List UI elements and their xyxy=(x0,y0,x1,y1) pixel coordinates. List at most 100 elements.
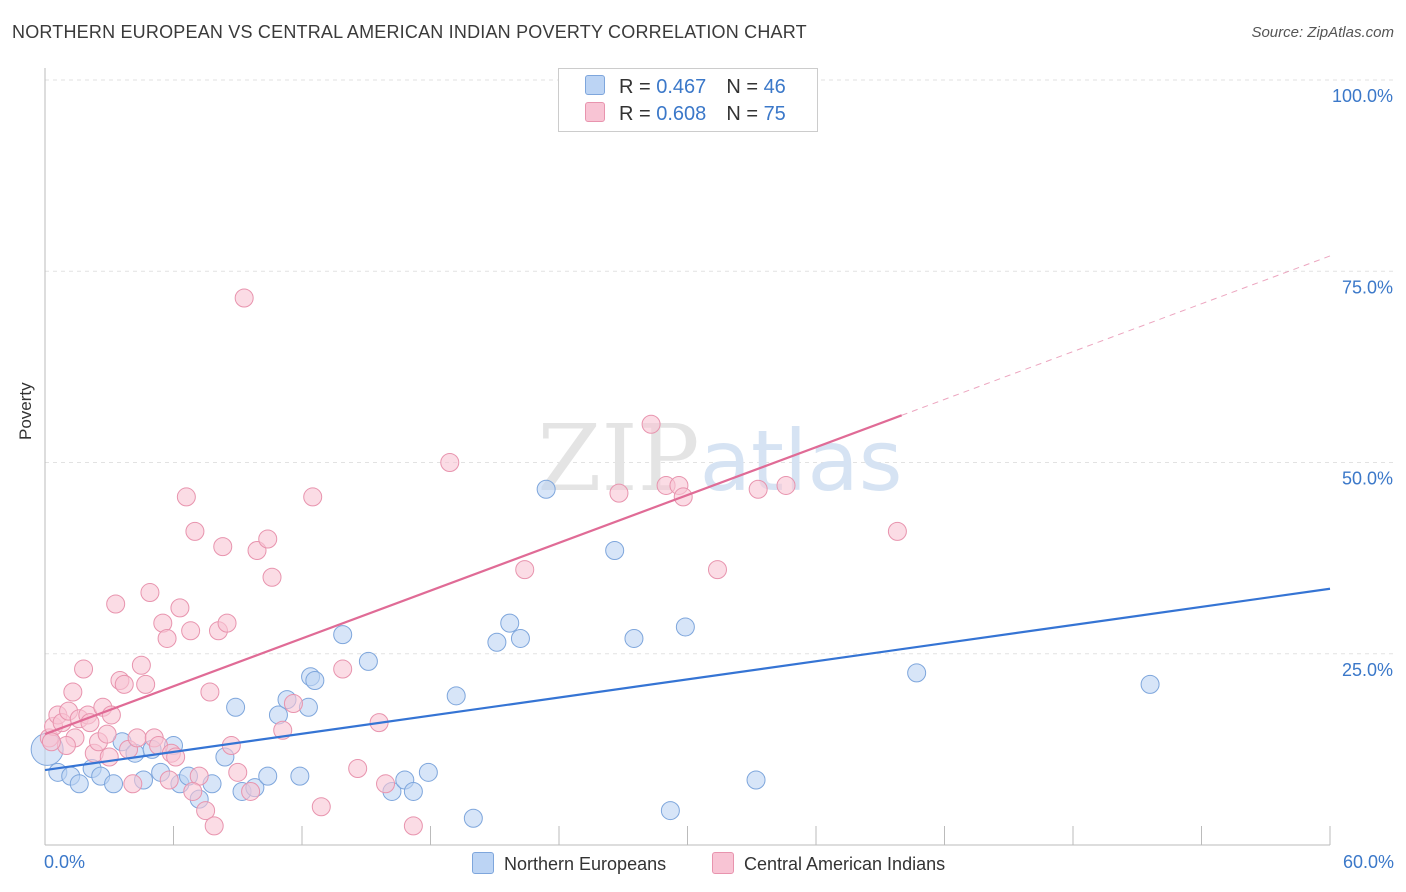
watermark: ZIPatlas xyxy=(537,405,902,512)
central-american-indians-point xyxy=(114,674,134,694)
central-american-indians-point xyxy=(403,816,423,836)
northern-europeans-point xyxy=(907,663,927,683)
central-american-indians-point xyxy=(181,621,201,641)
central-american-indians-point xyxy=(157,628,177,648)
pink-swatch-icon xyxy=(585,102,605,122)
northern-europeans-point xyxy=(226,697,246,717)
central-american-indians-point xyxy=(140,583,160,603)
y-tick-label: 50.0% xyxy=(1342,469,1393,489)
northern-europeans-point xyxy=(333,625,353,645)
central-american-indians-point xyxy=(283,693,303,713)
central-american-indians-point xyxy=(74,659,94,679)
legend-r-value: 0.467 xyxy=(656,76,707,98)
northern-europeans-point xyxy=(624,628,644,648)
central-american-indians-point xyxy=(183,781,203,801)
northern-europeans-point xyxy=(403,781,423,801)
northern-europeans-point xyxy=(500,613,520,633)
central-american-indians-point xyxy=(41,732,61,752)
northern-europeans-point xyxy=(446,686,466,706)
bottom-legend-label: Northern Europeans xyxy=(504,854,667,874)
northern-europeans-point xyxy=(536,479,556,499)
central-american-indians-point xyxy=(440,453,460,472)
legend-n-value: 46 xyxy=(763,76,786,98)
central-american-indians-point xyxy=(776,475,796,495)
legend-row-blue: R = 0.467 N = 46 xyxy=(585,75,786,99)
northern-europeans-point xyxy=(605,540,625,560)
central-american-indians-point xyxy=(303,487,323,507)
central-american-indians-point xyxy=(641,414,661,434)
blue-swatch-icon xyxy=(585,75,605,95)
central-american-indians-point xyxy=(707,560,727,580)
central-american-indians-point xyxy=(241,781,261,801)
legend-r-label: R = xyxy=(619,103,657,125)
central-american-indians-point xyxy=(200,682,220,702)
central-american-indians-point xyxy=(258,529,278,549)
central-american-indians-point xyxy=(127,728,147,748)
central-american-indians-point xyxy=(63,682,83,702)
central-american-indians-point xyxy=(609,483,629,503)
y-tick-label: 25.0% xyxy=(1342,660,1393,680)
northern-europeans-point xyxy=(746,770,766,790)
chart-title: NORTHERN EUROPEAN VS CENTRAL AMERICAN IN… xyxy=(12,22,807,42)
source-label: Source: ZipAtlas.com xyxy=(1251,24,1394,41)
central-american-indians-point xyxy=(348,759,368,778)
northern-europeans-point xyxy=(510,628,530,648)
bottom-legend-blue: Northern Europeans xyxy=(472,852,666,875)
central-american-indians-trend-line xyxy=(44,414,903,736)
legend-n-label: N = xyxy=(726,76,764,98)
trend-lines xyxy=(44,255,1331,772)
northern-europeans-point xyxy=(69,774,89,794)
x-tick-min: 0.0% xyxy=(44,852,86,872)
northern-europeans-point xyxy=(358,651,378,671)
northern-europeans-point xyxy=(463,808,483,828)
central-american-indians-point xyxy=(217,613,237,633)
central-american-indians-point xyxy=(97,724,117,744)
central-american-indians-point xyxy=(748,479,768,499)
central-american-indians-point xyxy=(170,598,190,618)
central-american-indians-point xyxy=(213,537,233,557)
bottom-legend-pink: Central American Indians xyxy=(712,852,945,875)
pink-swatch-icon xyxy=(712,852,734,874)
central-american-indians-point xyxy=(311,797,331,817)
northern-europeans-point xyxy=(258,766,278,786)
legend-n-label: N = xyxy=(726,103,764,125)
legend-n-value: 75 xyxy=(763,103,786,125)
northern-europeans-trend-line xyxy=(44,587,1331,772)
northern-europeans-point xyxy=(675,617,695,637)
northern-europeans-point xyxy=(290,766,310,786)
central-american-indians-point xyxy=(887,521,907,541)
central-american-indians-point xyxy=(176,487,196,507)
northern-europeans-point xyxy=(660,801,680,821)
northern-europeans-point xyxy=(305,671,325,691)
central-american-indians-point xyxy=(376,774,396,794)
blue-swatch-icon xyxy=(472,852,494,874)
x-tick-max: 60.0% xyxy=(1342,852,1394,872)
northern-europeans-point xyxy=(104,774,124,794)
central-american-indians-point xyxy=(159,770,179,790)
central-american-indians-point xyxy=(204,816,224,836)
northern-europeans-point xyxy=(418,762,438,782)
y-tick-label: 75.0% xyxy=(1342,277,1393,297)
central-american-indians-point xyxy=(99,747,119,767)
central-american-indians-point xyxy=(106,594,126,614)
central-american-indians-point xyxy=(131,655,151,675)
central-american-indians-point xyxy=(196,801,216,821)
northern-europeans-point xyxy=(487,632,507,652)
central-american-indians-point xyxy=(136,674,156,694)
y-tick-label: 100.0% xyxy=(1332,86,1393,106)
central-american-indians-point xyxy=(185,521,205,541)
central-american-indians-point xyxy=(123,774,143,794)
axes xyxy=(44,68,1331,846)
legend: R = 0.467 N = 46 R = 0.608 N = 75 xyxy=(558,68,818,132)
legend-r-value: 0.608 xyxy=(656,103,707,125)
central-american-indians-point xyxy=(515,560,535,580)
central-american-indians-point xyxy=(234,288,254,308)
central-american-indians-trend-extension xyxy=(901,255,1331,416)
central-american-indians-point xyxy=(262,567,282,587)
central-american-indians-point xyxy=(333,659,353,679)
bottom-legend-label: Central American Indians xyxy=(744,854,946,874)
y-tick-labels: 25.0% 50.0% 75.0% 100.0% xyxy=(1332,86,1393,680)
central-american-indians-point xyxy=(228,762,248,782)
northern-europeans-point xyxy=(1140,674,1160,694)
